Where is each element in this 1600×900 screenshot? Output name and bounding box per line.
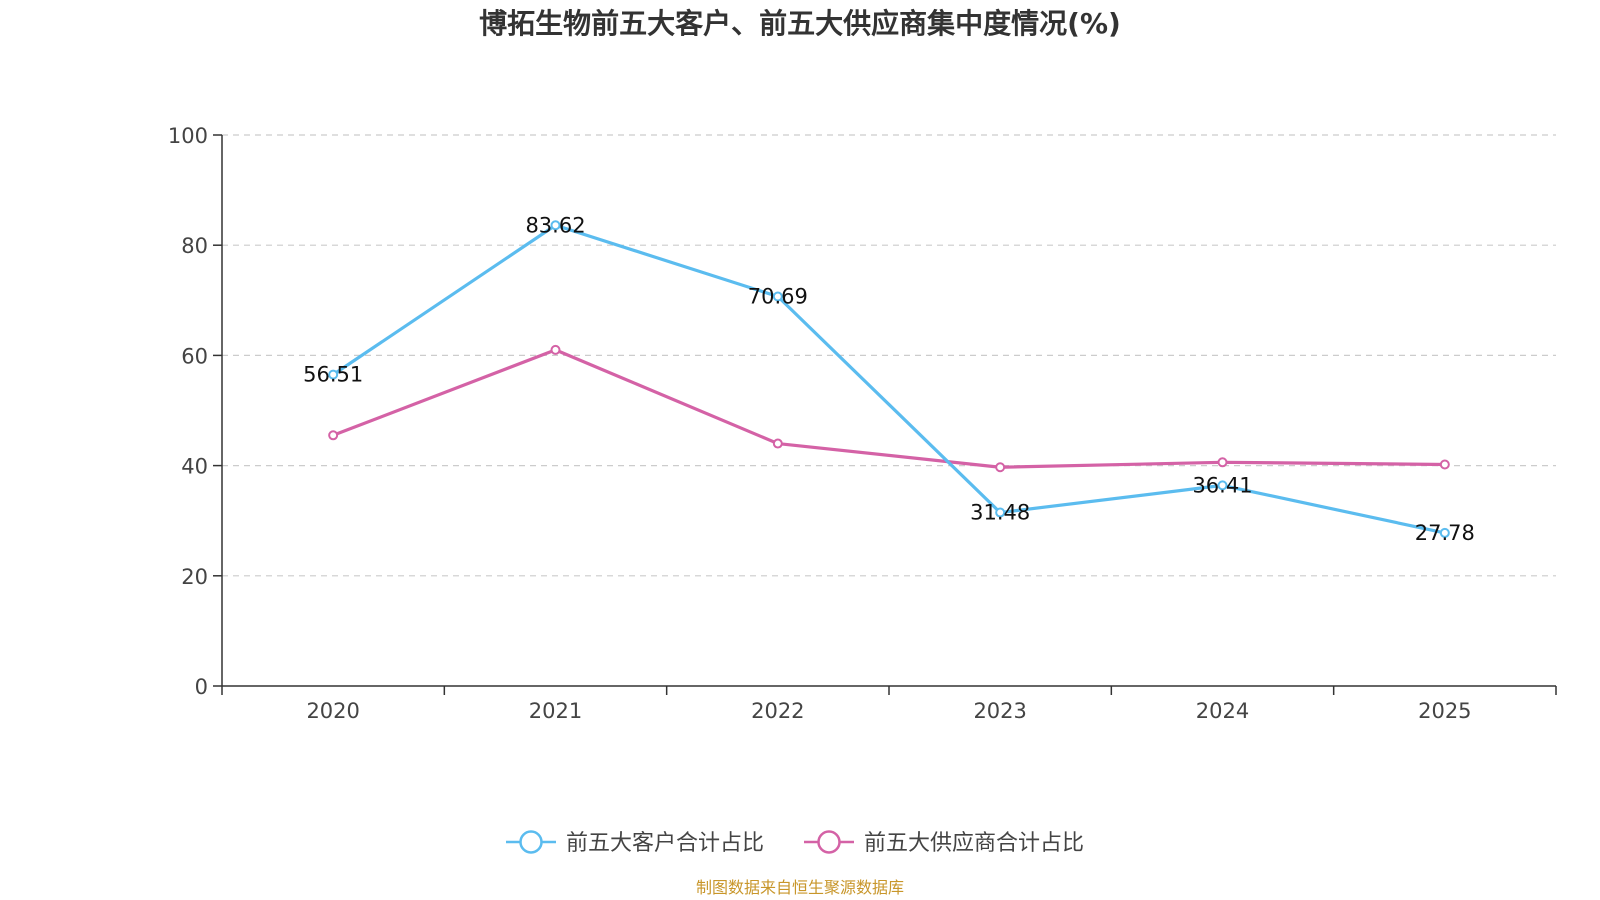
data-point[interactable] — [1439, 527, 1450, 538]
x-tick-label: 2022 — [751, 699, 804, 723]
data-point[interactable] — [772, 438, 783, 449]
y-tick-label: 0 — [195, 675, 208, 699]
data-point[interactable] — [772, 291, 783, 302]
x-tick-label: 2025 — [1418, 699, 1471, 723]
x-tick-label: 2023 — [973, 699, 1026, 723]
data-point[interactable] — [995, 507, 1006, 518]
data-point[interactable] — [1439, 459, 1450, 470]
x-tick-label: 2021 — [529, 699, 582, 723]
data-label: 83.62 — [525, 213, 585, 237]
legend-marker-icon — [519, 830, 543, 854]
series — [328, 220, 1450, 538]
y-tick-label: 100 — [168, 124, 208, 148]
data-point[interactable] — [1217, 480, 1228, 491]
data-point[interactable] — [1217, 457, 1228, 468]
grid-lines — [222, 134, 1556, 577]
legend-item-customers[interactable]: 前五大客户合计占比 — [506, 830, 764, 856]
data-point[interactable] — [328, 369, 339, 380]
chart-title: 博拓生物前五大客户、前五大供应商集中度情况(%) — [479, 7, 1121, 40]
series-line — [332, 223, 1446, 535]
legend-item-suppliers[interactable]: 前五大供应商合计占比 — [804, 830, 1084, 856]
y-tick-label: 60 — [181, 344, 208, 368]
legend: 前五大客户合计占比 前五大供应商合计占比 — [506, 830, 1084, 856]
data-label: 70.69 — [748, 284, 808, 308]
data-label: 27.78 — [1415, 521, 1475, 545]
data-label: 56.51 — [303, 363, 363, 387]
axes: 0 20 40 60 80 100 2020 2021 2022 2023 2024 2025 — [168, 124, 1557, 723]
data-point[interactable] — [328, 430, 339, 441]
series-line — [332, 348, 1445, 469]
x-tick-label: 2020 — [306, 699, 359, 723]
data-labels: 56.51 83.62 70.69 31.48 36.41 27.78 — [303, 213, 1475, 545]
data-point[interactable] — [550, 220, 561, 231]
source-note: 制图数据来自恒生聚源数据库 — [696, 878, 904, 897]
x-tick-label: 2024 — [1196, 699, 1249, 723]
legend-label: 前五大供应商合计占比 — [864, 831, 1084, 856]
y-tick-label: 80 — [181, 234, 208, 258]
y-tick-label: 20 — [181, 565, 208, 589]
y-tick-label: 40 — [181, 455, 208, 479]
data-point[interactable] — [995, 462, 1006, 473]
data-label: 31.48 — [970, 501, 1030, 525]
legend-marker-icon — [817, 830, 841, 854]
data-point[interactable] — [550, 344, 561, 355]
data-label: 36.41 — [1192, 473, 1252, 497]
legend-label: 前五大客户合计占比 — [566, 831, 764, 856]
